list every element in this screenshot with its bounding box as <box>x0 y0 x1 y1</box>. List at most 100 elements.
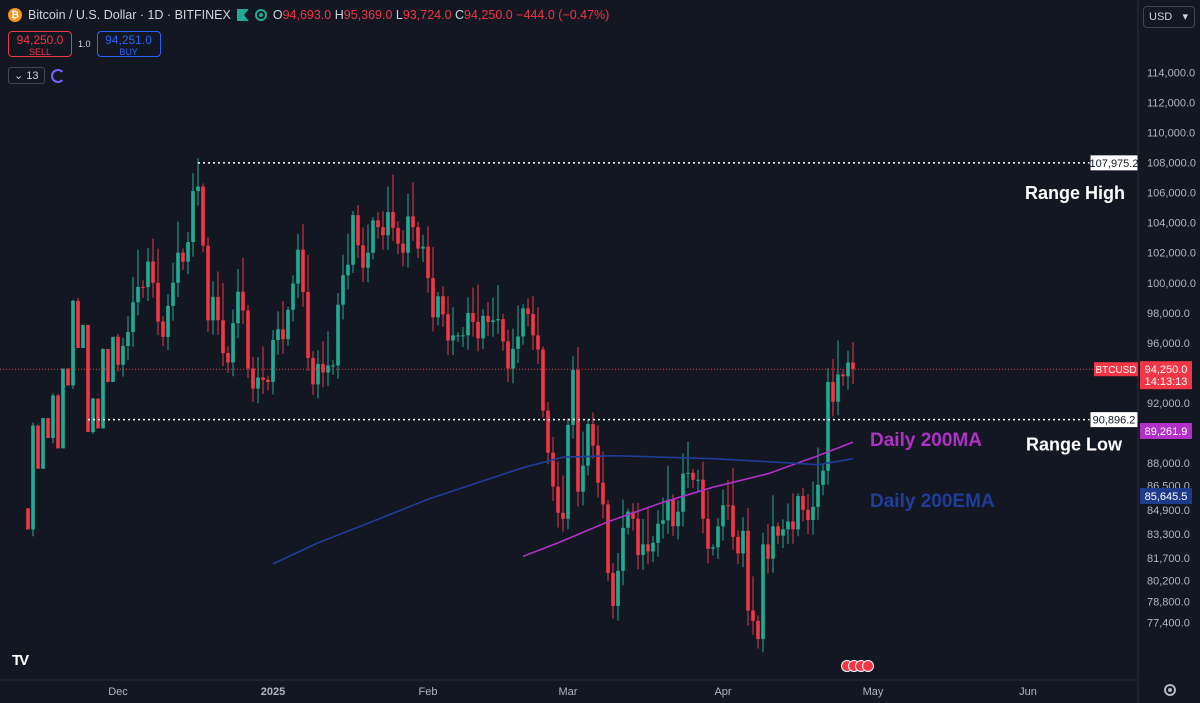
candle <box>126 331 130 346</box>
candle <box>96 398 100 429</box>
candle <box>836 374 840 402</box>
candle <box>831 381 835 402</box>
candle <box>816 484 820 507</box>
candle <box>446 314 450 341</box>
indicators-toggle[interactable]: ⌄ 13 <box>8 67 45 84</box>
candle <box>731 505 735 537</box>
candle <box>191 191 195 243</box>
candle <box>381 227 385 236</box>
candle <box>246 310 250 369</box>
y-tick-label: 110,000.0 <box>1147 127 1195 139</box>
candle <box>456 335 460 337</box>
ma200-value-bg <box>1140 423 1192 439</box>
candle <box>131 302 135 332</box>
candle <box>601 482 605 505</box>
candle <box>66 368 70 386</box>
current-price-label-bg <box>1140 361 1192 390</box>
candle <box>351 215 355 265</box>
candle <box>561 512 565 519</box>
candle <box>591 424 595 446</box>
candle <box>531 314 535 336</box>
candle <box>281 329 285 340</box>
candle <box>506 341 510 369</box>
candle <box>451 335 455 341</box>
candle <box>346 264 350 276</box>
candle <box>441 296 445 315</box>
market-status-icon[interactable] <box>254 9 267 21</box>
y-tick-label: 114,000.0 <box>1147 67 1195 79</box>
x-tick-label: Dec <box>108 686 128 698</box>
candle <box>306 292 310 358</box>
candle <box>651 542 655 552</box>
y-tick-label: 100,000.0 <box>1147 278 1196 290</box>
currency-selector[interactable]: USD <box>1143 6 1195 28</box>
candle <box>316 363 320 385</box>
candle <box>596 445 600 483</box>
candle <box>301 249 305 293</box>
candle <box>181 252 185 262</box>
candle <box>576 369 580 492</box>
candle <box>266 379 270 382</box>
candle <box>291 283 295 310</box>
candle <box>226 353 230 363</box>
economic-events-icon[interactable] <box>841 660 874 672</box>
candle <box>386 212 390 236</box>
candle <box>461 335 465 337</box>
candle <box>551 452 555 487</box>
y-tick-label: 106,000.0 <box>1147 188 1196 200</box>
candle <box>61 368 65 449</box>
candle <box>406 216 410 253</box>
candle <box>631 511 635 519</box>
candle <box>656 523 660 543</box>
candle <box>796 496 800 530</box>
candle <box>361 245 365 268</box>
candle <box>26 508 30 530</box>
candle <box>51 395 55 439</box>
countdown-label: 14:13:13 <box>1145 376 1188 388</box>
y-tick-label: 92,000.0 <box>1147 398 1190 410</box>
candle <box>396 227 400 244</box>
sell-button[interactable]: 94,250.0 SELL <box>8 31 72 57</box>
candle <box>666 499 670 521</box>
candle <box>781 529 785 536</box>
candle <box>321 363 325 373</box>
candle <box>566 424 570 519</box>
candle <box>636 518 640 556</box>
candle <box>206 245 210 321</box>
candle <box>646 544 650 552</box>
candle <box>236 291 240 324</box>
candle <box>216 296 220 321</box>
y-tick-label: 112,000.0 <box>1147 97 1195 109</box>
tradingview-logo-icon[interactable]: TV <box>12 652 29 669</box>
candle <box>776 526 780 536</box>
candle <box>476 321 480 339</box>
candle <box>31 425 35 530</box>
candle <box>771 526 775 559</box>
flag-icon[interactable] <box>236 9 249 21</box>
candle <box>846 362 850 377</box>
candle <box>486 315 490 322</box>
candle <box>686 472 690 474</box>
ma200-value: 89,261.9 <box>1145 426 1188 438</box>
gear-icon[interactable] <box>1164 684 1176 696</box>
candle <box>241 291 245 311</box>
candle <box>46 418 50 439</box>
symbol-title[interactable]: Bitcoin / U.S. Dollar · 1D · BITFINEX <box>28 8 231 22</box>
symbol-tag: BTCUSD <box>1095 365 1136 376</box>
range-low-line-label: 90,896.2 <box>1093 415 1136 427</box>
candle <box>491 320 495 322</box>
candle <box>641 544 645 556</box>
y-tick-label: 96,000.0 <box>1147 338 1190 350</box>
candle <box>466 312 470 336</box>
candle <box>41 418 45 469</box>
y-tick-label: 80,200.0 <box>1147 575 1190 587</box>
candle <box>851 362 855 370</box>
range-high-annotation: Range High <box>1025 183 1125 203</box>
candle <box>721 505 725 527</box>
ma200-annotation: Daily 200MA <box>870 430 982 451</box>
buy-button[interactable]: 94,251.0 BUY <box>96 31 161 57</box>
candle <box>91 398 95 433</box>
candle <box>826 381 830 471</box>
ema200-annotation: Daily 200EMA <box>870 491 995 512</box>
